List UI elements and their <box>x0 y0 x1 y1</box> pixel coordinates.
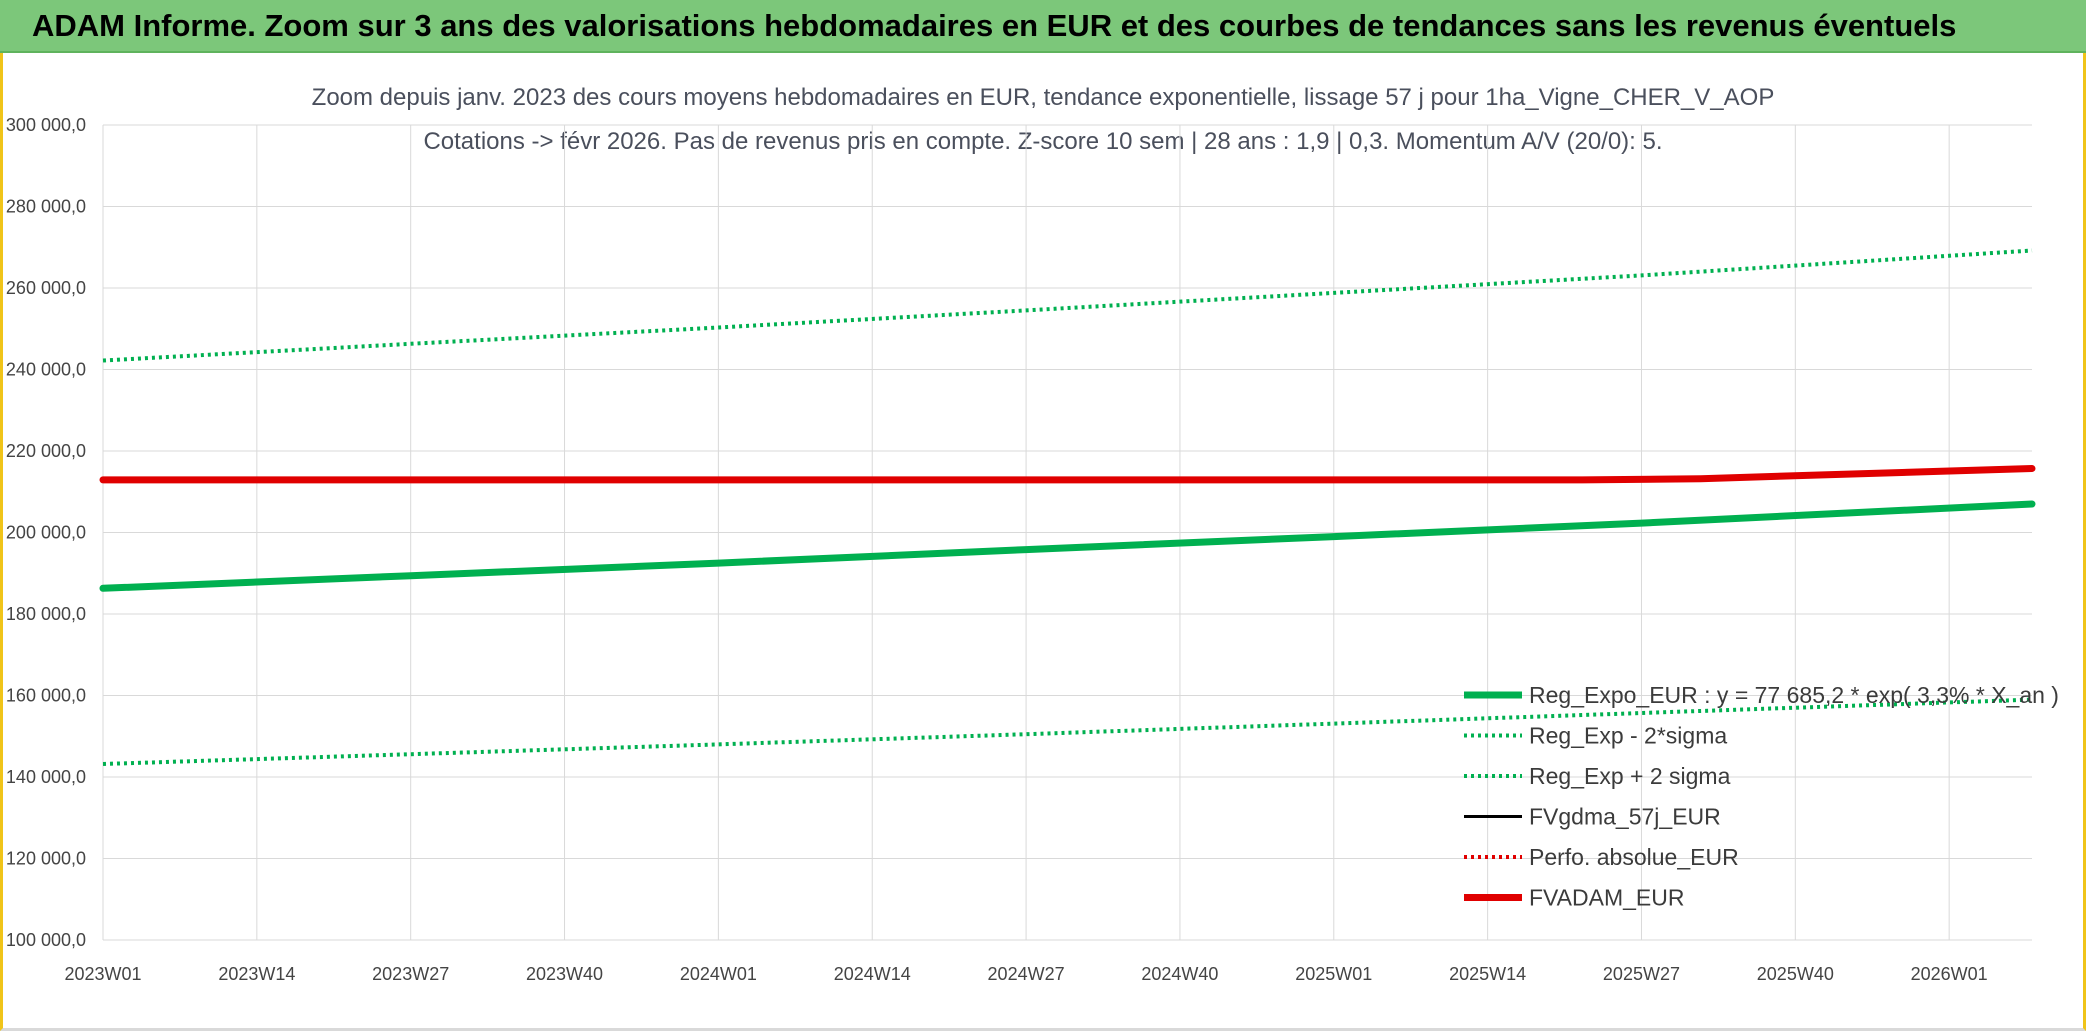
x-tick-label: 2023W27 <box>372 964 449 984</box>
x-tick-label: 2025W14 <box>1449 964 1526 984</box>
y-tick-label: 120 000,0 <box>6 849 86 869</box>
y-tick-label: 200 000,0 <box>6 523 86 543</box>
y-tick-label: 180 000,0 <box>6 604 86 624</box>
x-tick-label: 2024W40 <box>1141 964 1218 984</box>
x-tick-label: 2025W40 <box>1757 964 1834 984</box>
x-tick-label: 2026W01 <box>1911 964 1988 984</box>
x-tick-label: 2024W01 <box>680 964 757 984</box>
y-tick-label: 280 000,0 <box>6 197 86 217</box>
series-line <box>99 500 2036 592</box>
series-line <box>99 465 2036 484</box>
report-banner: ADAM Informe. Zoom sur 3 ans des valoris… <box>0 0 2086 53</box>
legend-entry: Reg_Exp - 2*sigma <box>1529 723 1727 749</box>
legend-entry: Reg_Expo_EUR : y = 77 685,2 * exp( 3,3% … <box>1529 682 2059 708</box>
chart-title: Zoom depuis janv. 2023 des cours moyens … <box>311 84 1775 111</box>
chart-subtitle: Cotations -> févr 2026. Pas de revenus p… <box>423 128 1663 155</box>
legend-entry: FVADAM_EUR <box>1529 885 1685 911</box>
x-tick-label: 2023W01 <box>64 964 141 984</box>
y-tick-label: 300 000,0 <box>6 115 86 135</box>
legend-entry: FVgdma_57j_EUR <box>1529 804 1721 830</box>
legend-entry: Reg_Exp + 2 sigma <box>1529 763 1731 789</box>
x-tick-label: 2023W14 <box>218 964 295 984</box>
y-tick-label: 240 000,0 <box>6 360 86 380</box>
x-tick-label: 2024W14 <box>834 964 911 984</box>
x-tick-label: 2024W27 <box>988 964 1065 984</box>
series-line <box>102 248 2033 363</box>
y-tick-label: 260 000,0 <box>6 278 86 298</box>
x-tick-label: 2023W40 <box>526 964 603 984</box>
series-line <box>102 697 2033 766</box>
legend-entry: Perfo. absolue_EUR <box>1529 844 1739 870</box>
y-tick-label: 220 000,0 <box>6 441 86 461</box>
x-tick-label: 2025W27 <box>1603 964 1680 984</box>
x-tick-label: 2025W01 <box>1295 964 1372 984</box>
report-title: ADAM Informe. Zoom sur 3 ans des valoris… <box>32 8 1957 43</box>
y-tick-label: 100 000,0 <box>6 930 86 950</box>
y-tick-label: 160 000,0 <box>6 686 86 706</box>
y-tick-label: 140 000,0 <box>6 767 86 787</box>
